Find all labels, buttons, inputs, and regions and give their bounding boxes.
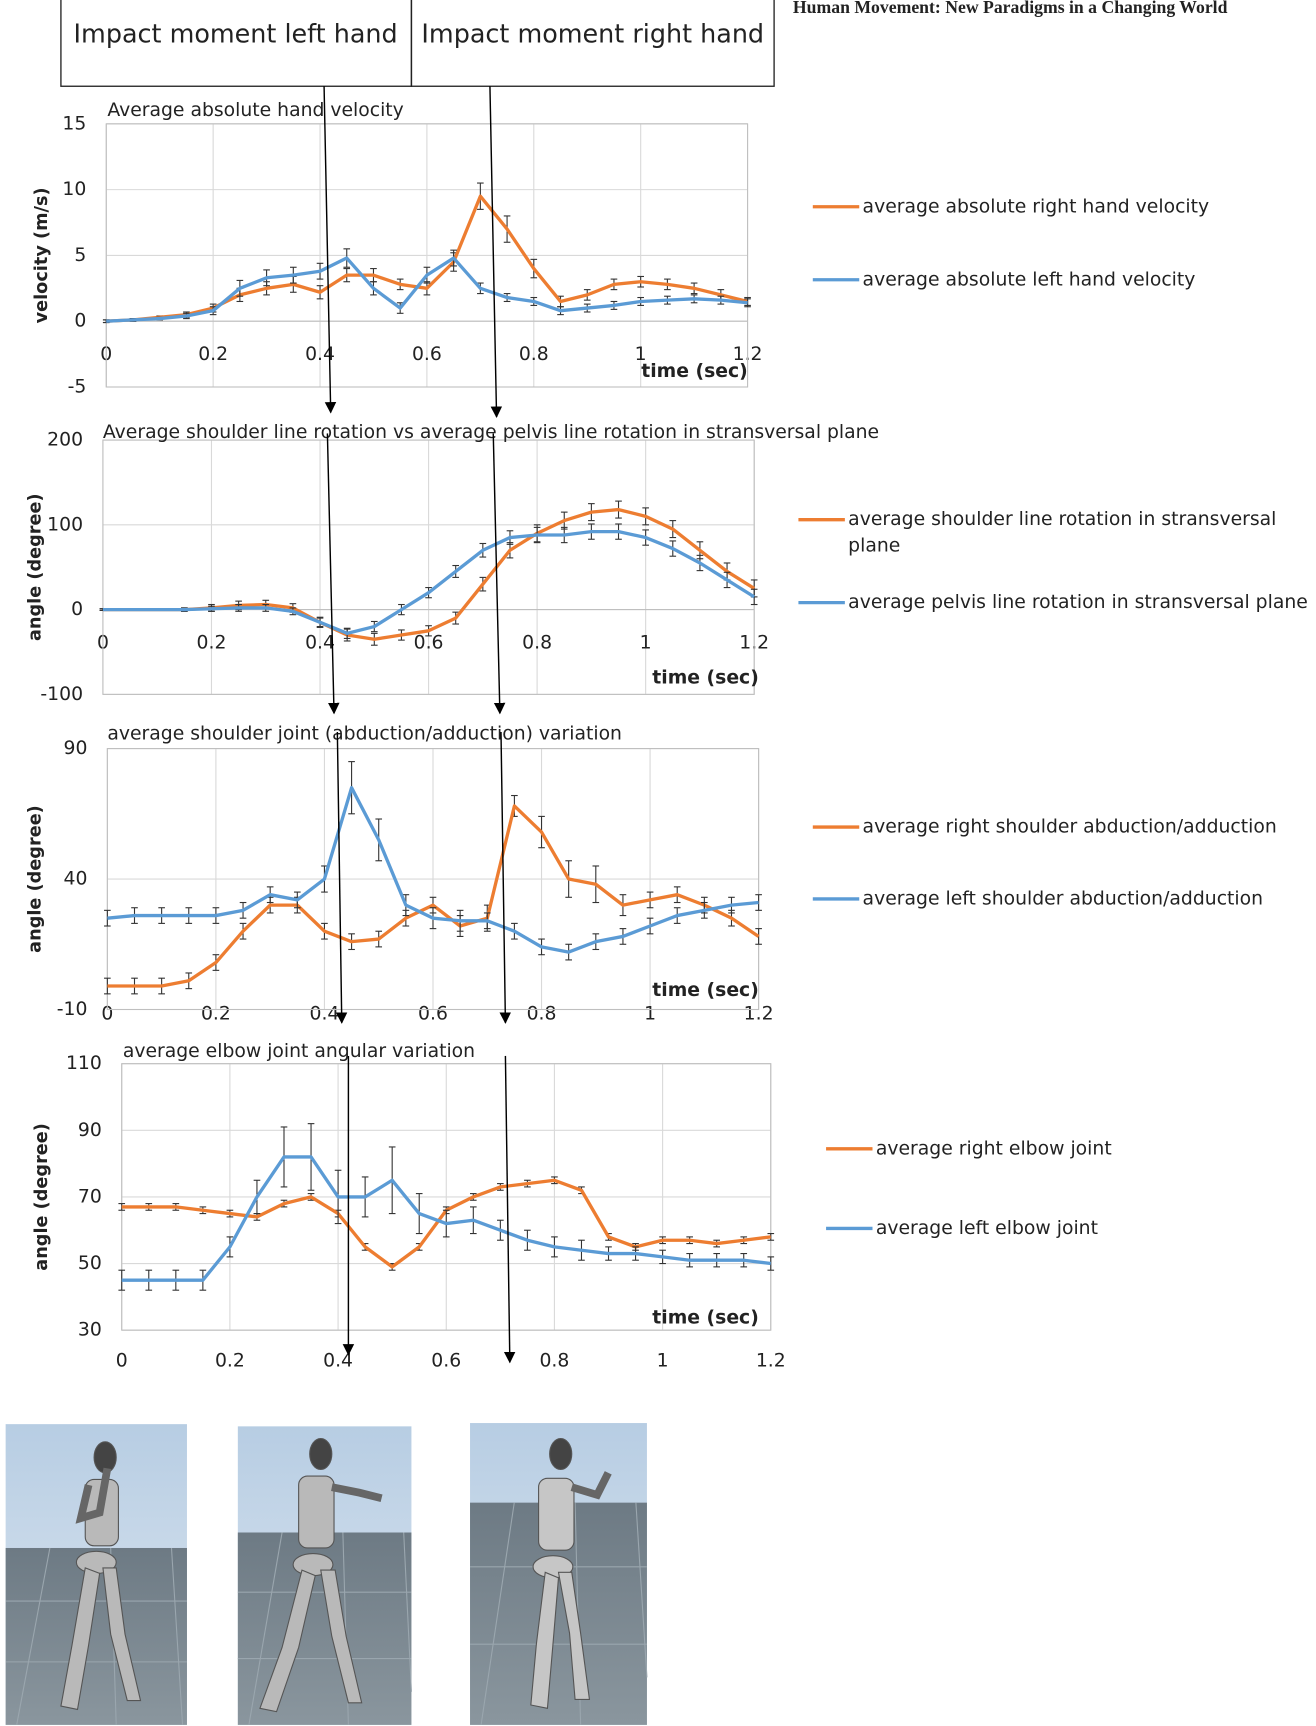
x-tick-label: 0.2 bbox=[201, 1003, 231, 1024]
x-tick-label: 0.6 bbox=[431, 1351, 461, 1372]
y-tick-label: 110 bbox=[66, 1053, 102, 1074]
x-tick-label: 0 bbox=[116, 1351, 128, 1372]
y-tick-label: 10 bbox=[62, 179, 86, 200]
x-tick-label: 0.4 bbox=[305, 344, 335, 365]
chart-title: Average shoulder line rotation vs averag… bbox=[103, 422, 879, 443]
x-tick-label: 0.8 bbox=[522, 632, 552, 653]
x-tick-label: 1 bbox=[657, 1351, 669, 1372]
x-axis-title: time (sec) bbox=[652, 667, 758, 688]
y-tick-label: 5 bbox=[74, 245, 86, 266]
x-tick-label: 1.2 bbox=[756, 1351, 786, 1372]
y-tick-label: 40 bbox=[64, 869, 88, 890]
annotation: Impact moment left hand bbox=[74, 18, 398, 48]
y-axis-title: velocity (m/s) bbox=[32, 187, 52, 323]
legend-item: average shoulder line rotation in strans… bbox=[848, 506, 1314, 572]
arrow bbox=[327, 433, 334, 713]
legend-label: average absolute right hand velocity bbox=[863, 193, 1314, 220]
x-tick-label: 0.8 bbox=[539, 1351, 569, 1372]
y-tick-label: -5 bbox=[68, 376, 87, 397]
page: Human Movement: New Paradigms in a Chang… bbox=[0, 0, 1316, 1726]
avatar-image bbox=[470, 1423, 647, 1725]
arrow bbox=[490, 86, 497, 417]
page-header: Human Movement: New Paradigms in a Chang… bbox=[793, 0, 1228, 17]
legend-item: average pelvis line rotation in stransve… bbox=[848, 589, 1314, 655]
annotation: Impact moment right hand bbox=[421, 18, 764, 48]
y-tick-label: 50 bbox=[78, 1253, 102, 1274]
legend-item: average absolute left hand velocity bbox=[863, 266, 1314, 332]
legend-label: average right elbow joint bbox=[876, 1136, 1314, 1163]
y-tick-label: -100 bbox=[40, 684, 83, 705]
x-tick-label: 0.6 bbox=[418, 1003, 448, 1024]
x-axis-title: time (sec) bbox=[641, 361, 747, 382]
avatar-image bbox=[238, 1426, 412, 1725]
y-tick-label: 70 bbox=[78, 1186, 102, 1207]
legend-label: average right shoulder abduction/adducti… bbox=[863, 814, 1314, 841]
arrow bbox=[493, 433, 500, 713]
legend-label: average shoulder line rotation in strans… bbox=[848, 506, 1314, 559]
avatar-image bbox=[6, 1424, 187, 1725]
x-axis-title: time (sec) bbox=[652, 1307, 758, 1328]
figure-images bbox=[6, 1423, 647, 1725]
y-tick-label: 0 bbox=[71, 599, 83, 620]
legend-item: average left elbow joint bbox=[876, 1215, 1314, 1281]
y-tick-label: -10 bbox=[57, 999, 88, 1020]
x-tick-label: 1 bbox=[640, 632, 652, 653]
legend-label: average left shoulder abduction/adductio… bbox=[863, 886, 1314, 913]
x-tick-label: 0.8 bbox=[527, 1003, 557, 1024]
y-axis-title: angle (degree) bbox=[32, 1123, 52, 1271]
y-tick-label: 200 bbox=[47, 430, 83, 451]
x-tick-label: 1 bbox=[644, 1003, 656, 1024]
y-tick-label: 100 bbox=[47, 514, 83, 535]
x-tick-label: 0.4 bbox=[305, 632, 335, 653]
x-tick-label: 0.2 bbox=[215, 1351, 245, 1372]
chart-title: average shoulder joint (abduction/adduct… bbox=[107, 724, 622, 745]
legend-item: average right shoulder abduction/adducti… bbox=[863, 814, 1314, 880]
y-tick-label: 0 bbox=[74, 311, 86, 332]
chart-title: Average absolute hand velocity bbox=[107, 100, 403, 121]
arrow bbox=[505, 1056, 509, 1362]
y-tick-label: 30 bbox=[78, 1320, 102, 1341]
arrow bbox=[501, 732, 505, 1023]
y-axis-title: angle (degree) bbox=[25, 493, 45, 641]
x-tick-label: 0.4 bbox=[310, 1003, 340, 1024]
legend-label: average pelvis line rotation in stransve… bbox=[848, 589, 1314, 616]
y-tick-label: 90 bbox=[64, 738, 88, 759]
x-tick-label: 0.2 bbox=[197, 632, 227, 653]
chart-title: average elbow joint angular variation bbox=[123, 1041, 475, 1062]
y-tick-label: 15 bbox=[62, 113, 86, 134]
figure: Human Movement: New Paradigms in a Chang… bbox=[0, 0, 1316, 1726]
annotation-boxes: Impact moment left hand Impact moment ri… bbox=[61, 0, 774, 86]
x-tick-label: 0.6 bbox=[412, 344, 442, 365]
x-tick-label: 0.8 bbox=[519, 344, 549, 365]
x-axis-title: time (sec) bbox=[652, 980, 758, 1001]
y-axis-title: angle (degree) bbox=[25, 805, 45, 953]
y-tick-label: 90 bbox=[78, 1120, 102, 1141]
legend-item: average right elbow joint bbox=[876, 1136, 1314, 1202]
arrow bbox=[337, 732, 341, 1023]
legend-label: average absolute left hand velocity bbox=[863, 266, 1314, 293]
legend-item: average absolute right hand velocity bbox=[863, 193, 1314, 259]
legend-item: average left shoulder abduction/adductio… bbox=[863, 886, 1314, 952]
legend-label: average left elbow joint bbox=[876, 1215, 1314, 1242]
x-tick-label: 0.2 bbox=[198, 344, 228, 365]
